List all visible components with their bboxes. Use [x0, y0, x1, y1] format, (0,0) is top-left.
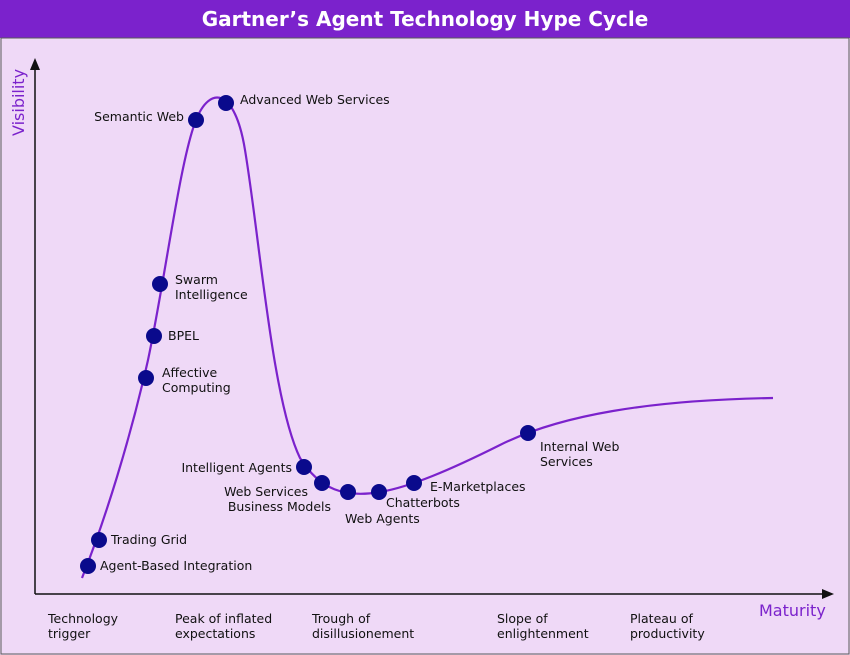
phase-peak-of-inflated-expectations: Peak of inflated expectations [175, 611, 276, 641]
svg-text:Web Services Business Mo: Web Services Business Models [224, 484, 331, 514]
tech-label-line: Agent-Based Integration [100, 558, 252, 573]
tech-web-services-business-models: Web Services Business Models [224, 475, 331, 514]
tech-chatterbots: Chatterbots [371, 484, 460, 510]
tech-affective-computing: Affective Computing [138, 365, 231, 395]
tech-label-line: BPEL [168, 328, 199, 343]
tech-label-line: Advanced Web Services [240, 92, 390, 107]
marker [188, 112, 204, 128]
tech-label-line: Web Agents [345, 511, 420, 526]
svg-text:Swarm Intelligence: Swarm Intelligence [175, 272, 248, 302]
svg-text:BPEL: BPEL [168, 328, 199, 343]
svg-text:Semantic Web: Semantic Web [94, 109, 184, 124]
marker [296, 459, 312, 475]
x-axis-label: Maturity [759, 601, 826, 620]
marker [91, 532, 107, 548]
y-axis-label: Visibility [9, 69, 28, 136]
tech-label-line: Chatterbots [386, 495, 460, 510]
tech-agent-based-integration: Agent-Based Integration [80, 558, 252, 574]
x-axis-arrow [822, 589, 834, 599]
marker [146, 328, 162, 344]
svg-text:Chatterbots: Chatterbots [386, 495, 460, 510]
phase-trough-of-disillusionement: Trough of disillusionement [311, 611, 414, 641]
marker [340, 484, 356, 500]
tech-advanced-web-services: Advanced Web Services [218, 92, 390, 111]
tech-label-line: Services [540, 454, 593, 469]
svg-text:Internal Web Services: Internal Web Services [540, 439, 623, 469]
marker [218, 95, 234, 111]
tech-intelligent-agents: Intelligent Agents [181, 459, 312, 475]
svg-text:Intelligent Agents: Intelligent Agents [181, 460, 292, 475]
tech-internal-web-services: Internal Web Services [520, 425, 623, 469]
marker [80, 558, 96, 574]
tech-label-line: Internal Web [540, 439, 619, 454]
tech-swarm-intelligence: Swarm Intelligence [152, 272, 248, 302]
marker [371, 484, 387, 500]
tech-trading-grid: Trading Grid [91, 532, 187, 548]
phase-slope-of-enlightenment: Slope of enlightenment [497, 611, 589, 641]
svg-text:Agent-Based Integration: Agent-Based Integration [100, 558, 252, 573]
y-axis-arrow [30, 58, 40, 70]
phase-plateau-of-productivity: Plateau of productivity [630, 611, 705, 641]
tech-label-line: Web Services [224, 484, 308, 499]
tech-label-line: Trading Grid [110, 532, 187, 547]
tech-label-line: Computing [162, 380, 231, 395]
tech-e-marketplaces: E-Marketplaces [406, 475, 526, 494]
tech-label-line: E-Marketplaces [430, 479, 526, 494]
diagram-title: Gartner’s Agent Technology Hype Cycle [201, 7, 649, 31]
marker [520, 425, 536, 441]
title-bar: Gartner’s Agent Technology Hype Cycle [0, 0, 850, 38]
svg-text:Web Agents: Web Agents [345, 511, 420, 526]
marker [314, 475, 330, 491]
marker [406, 475, 422, 491]
marker [138, 370, 154, 386]
tech-label-line: Semantic Web [94, 109, 184, 124]
tech-bpel: BPEL [146, 328, 199, 344]
plot-frame [0, 37, 850, 655]
tech-label-line: Business Models [228, 499, 331, 514]
marker [152, 276, 168, 292]
tech-web-agents: Web Agents [340, 484, 420, 526]
svg-text:E-Marketplaces: E-Marketplaces [430, 479, 526, 494]
tech-label-line: Affective [162, 365, 217, 380]
tech-label-line: Intelligent Agents [181, 460, 292, 475]
tech-label-line: Swarm [175, 272, 218, 287]
tech-semantic-web: Semantic Web [94, 109, 204, 128]
svg-text:Affective Computing: Affective Computing [162, 365, 231, 395]
svg-text:Trading Grid: Trading Grid [110, 532, 187, 547]
tech-label-line: Intelligence [175, 287, 248, 302]
svg-text:Advanced Web Services: Advanced Web Services [240, 92, 390, 107]
phase-technology-trigger: Technology trigger [47, 611, 122, 641]
hype-curve [80, 96, 774, 579]
